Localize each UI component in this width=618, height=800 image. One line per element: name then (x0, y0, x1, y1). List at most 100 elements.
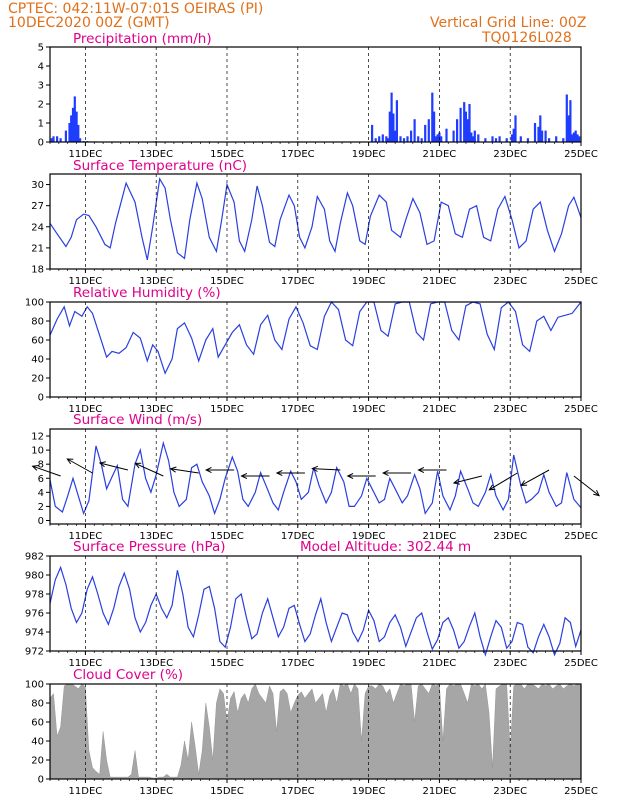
pres-y-label: 974 (25, 628, 44, 639)
temp-frame (49, 173, 582, 270)
precip-bar (392, 113, 395, 142)
wind-x-label: 21DEC (423, 531, 457, 542)
precip-bar (565, 94, 568, 142)
precip-bar (417, 136, 420, 142)
precip-bar (77, 124, 80, 142)
precip-bar (431, 92, 434, 142)
pres-frame (49, 555, 582, 652)
precip-x-label: 23DEC (493, 149, 527, 160)
precip-bar (578, 136, 581, 142)
precip-bar (410, 130, 413, 142)
precip-bar (464, 111, 467, 142)
temp-x-label: 21DEC (423, 276, 457, 287)
precip-bar (544, 130, 547, 142)
precip-bar (395, 100, 398, 142)
precip-bar (555, 136, 558, 142)
precip-bar (374, 138, 377, 142)
pres-x-label: 11DEC (69, 658, 103, 669)
precip-bar (562, 138, 565, 142)
temp-x-label: 15DEC (210, 276, 244, 287)
wind-x-label: 25DEC (564, 531, 598, 542)
precip-bar (494, 138, 498, 142)
precip-bar (498, 136, 501, 142)
wind-arrow-head (593, 489, 600, 497)
precip-bar (466, 119, 469, 142)
precip-bar (50, 138, 53, 142)
wind-arrow (573, 475, 600, 496)
pres-x-label: 17DEC (281, 658, 315, 669)
precip-x-label: 25DEC (564, 149, 598, 160)
cloud-x-label: 23DEC (493, 786, 527, 797)
wind-y-label: 6 (38, 474, 44, 485)
precip-bar (537, 126, 540, 142)
wind-arrow-head (169, 466, 177, 473)
wind-arrow (520, 469, 550, 486)
wind-arrow (32, 465, 61, 477)
precip-frame (49, 46, 582, 143)
pres-y-label: 982 (25, 552, 44, 563)
wind-arrow-head (381, 469, 389, 477)
precip-bar (459, 107, 462, 142)
wind-arrow-head (134, 462, 142, 469)
cloud-cover-panel: Cloud Cover (%) 11DEC 13DEC 15DEC 17DEC 19DEC… (25, 667, 598, 797)
pres-y-label: 980 (25, 571, 44, 582)
wind-x-label: 15DEC (210, 531, 244, 542)
wind-arrow-head (204, 466, 212, 474)
cloud-x-label: 21DEC (423, 786, 457, 797)
precip-bar (512, 128, 515, 142)
cloud-x-label: 25DEC (564, 786, 598, 797)
precip-bar (413, 119, 416, 142)
wind-arrow (99, 462, 129, 471)
humidity-panel: Relative Humidity (%) 11DEC 13DEC 15DEC 17DE… (25, 285, 598, 415)
cloud-x-label: 11DEC (69, 786, 103, 797)
precip-bar (56, 136, 59, 142)
wind-arrow-head (417, 466, 425, 474)
wind-arrow-head (31, 465, 39, 471)
wind-arrow-head (240, 472, 248, 480)
precip-bar (574, 130, 577, 142)
precip-bar (571, 134, 574, 142)
rh-frame (49, 301, 582, 398)
rh-x-label: 19DEC (352, 404, 386, 415)
temp-line (49, 177, 582, 261)
wind-line (49, 440, 582, 516)
rh-x-label: 15DEC (210, 404, 244, 415)
wind-arrow (170, 468, 199, 474)
cloud-y-label: 80 (31, 699, 44, 710)
header-model-id: TQ0126L028 (481, 30, 572, 46)
precip-bar (468, 104, 471, 142)
precip-bar (79, 138, 82, 142)
precip-y-label: 0 (38, 138, 44, 149)
rh-line (49, 300, 582, 375)
rh-y-label: 40 (31, 355, 44, 366)
pres-y-label: 976 (25, 609, 44, 620)
precip-bar (519, 136, 522, 142)
rh-y-label: 0 (38, 393, 44, 404)
wind-x-label: 23DEC (493, 531, 527, 542)
cloud-title: Cloud Cover (%) (73, 667, 183, 683)
precip-bar (59, 138, 62, 142)
cloud-y-label: 60 (31, 718, 44, 729)
wind-arrow (67, 458, 93, 474)
cloud-y-label: 40 (31, 737, 44, 748)
pres-y-label: 978 (25, 590, 44, 601)
cloud-x-label: 13DEC (139, 786, 173, 797)
precip-bar (576, 134, 579, 142)
wind-arrow-head (346, 472, 354, 480)
wind-panel: Surface Wind (m/s) 11DEC 13DEC 15DEC 17DEC 19… (31, 412, 600, 542)
temp-y-label: 27 (31, 201, 44, 212)
precip-bar (433, 111, 436, 142)
precip-bar (390, 92, 393, 142)
precip-bar (533, 123, 537, 142)
precip-bar (510, 134, 514, 142)
rh-y-label: 20 (31, 374, 44, 385)
precip-y-label: 5 (38, 43, 44, 54)
pressure-panel: Surface Pressure (hPa) Model Altitude: 30… (25, 539, 598, 669)
precip-bar (402, 138, 406, 142)
precip-bar (52, 136, 55, 142)
precip-bar (371, 124, 374, 142)
precip-x-label: 11DEC (69, 149, 103, 160)
precip-bar (569, 100, 572, 142)
rh-title: Relative Humidity (%) (73, 285, 221, 301)
